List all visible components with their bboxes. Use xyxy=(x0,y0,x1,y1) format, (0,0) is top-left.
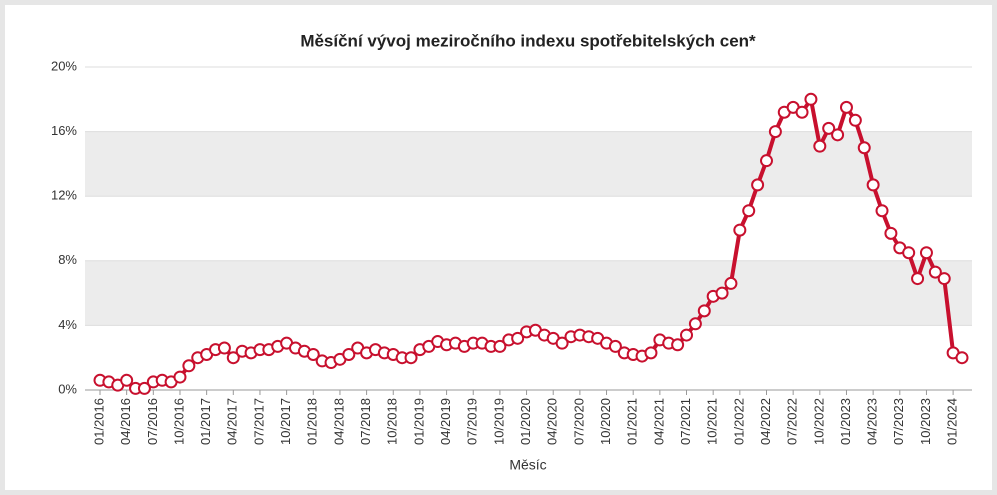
y-tick-label: 12% xyxy=(51,188,77,203)
chart-title: Měsíční vývoj meziročního indexu spotřeb… xyxy=(300,31,756,50)
point xyxy=(493,339,507,353)
point xyxy=(759,154,773,168)
x-tick-label: 07/2023 xyxy=(891,398,906,445)
grid-band xyxy=(85,260,972,326)
point xyxy=(857,141,871,155)
x-tick-label: 01/2019 xyxy=(411,398,426,445)
x-tick-label: 04/2022 xyxy=(758,398,773,445)
point xyxy=(306,347,320,361)
x-tick-label: 10/2020 xyxy=(598,398,613,445)
y-tick-label: 4% xyxy=(58,317,77,332)
point xyxy=(137,381,151,395)
point xyxy=(697,304,711,318)
x-tick-label: 10/2016 xyxy=(171,398,186,445)
x-tick-label: 01/2017 xyxy=(198,398,213,445)
x-tick-label: 04/2017 xyxy=(225,398,240,445)
x-tick-label: 10/2022 xyxy=(811,398,826,445)
point xyxy=(911,272,925,286)
x-tick-label: 07/2017 xyxy=(251,398,266,445)
point xyxy=(733,223,747,237)
x-tick-label: 04/2018 xyxy=(331,398,346,445)
y-tick-label: 8% xyxy=(58,252,77,267)
x-tick-label: 01/2020 xyxy=(518,398,533,445)
point xyxy=(928,265,942,279)
point xyxy=(822,121,836,135)
x-tick-label: 07/2022 xyxy=(785,398,800,445)
point xyxy=(902,246,916,260)
point xyxy=(724,276,738,290)
x-tick-label: 01/2023 xyxy=(838,398,853,445)
point xyxy=(795,105,809,119)
point xyxy=(751,178,765,192)
x-tick-label: 10/2023 xyxy=(918,398,933,445)
x-tick-label: 01/2021 xyxy=(625,398,640,445)
point xyxy=(173,370,187,384)
point xyxy=(120,373,134,387)
point xyxy=(688,317,702,331)
x-tick-label: 04/2019 xyxy=(438,398,453,445)
point xyxy=(671,338,685,352)
point xyxy=(839,100,853,114)
point xyxy=(555,336,569,350)
point xyxy=(919,246,933,260)
point xyxy=(937,272,951,286)
x-tick-label: 07/2020 xyxy=(571,398,586,445)
point xyxy=(608,339,622,353)
x-tick-label: 10/2019 xyxy=(491,398,506,445)
point xyxy=(848,113,862,127)
point xyxy=(680,328,694,342)
point xyxy=(715,286,729,300)
point xyxy=(813,139,827,153)
x-tick-label: 01/2022 xyxy=(731,398,746,445)
point xyxy=(404,351,418,365)
point xyxy=(217,341,231,355)
point xyxy=(831,128,845,142)
x-tick-label: 07/2018 xyxy=(358,398,373,445)
point xyxy=(742,204,756,218)
point xyxy=(884,226,898,240)
x-tick-label: 01/2024 xyxy=(945,398,960,445)
point xyxy=(226,351,240,365)
x-tick-label: 01/2018 xyxy=(305,398,320,445)
x-tick-label: 07/2019 xyxy=(465,398,480,445)
point xyxy=(342,347,356,361)
x-tick-label: 10/2018 xyxy=(385,398,400,445)
y-tick-label: 20% xyxy=(51,58,77,73)
x-tick-label: 01/2016 xyxy=(91,398,106,445)
x-tick-label: 10/2017 xyxy=(278,398,293,445)
point xyxy=(866,178,880,192)
point xyxy=(768,125,782,139)
point xyxy=(875,204,889,218)
x-tick-label: 04/2016 xyxy=(118,398,133,445)
point xyxy=(955,351,969,365)
x-tick-label: 04/2023 xyxy=(865,398,880,445)
y-tick-label: 0% xyxy=(58,381,77,396)
point xyxy=(511,331,525,345)
grid-band xyxy=(85,131,972,197)
y-tick-label: 16% xyxy=(51,123,77,138)
point xyxy=(182,359,196,373)
point xyxy=(644,346,658,360)
x-tick-label: 07/2021 xyxy=(678,398,693,445)
x-tick-label: 04/2020 xyxy=(545,398,560,445)
point xyxy=(804,92,818,106)
x-tick-label: 04/2021 xyxy=(651,398,666,445)
x-axis-label: Měsíc xyxy=(509,457,546,473)
x-tick-label: 07/2016 xyxy=(145,398,160,445)
x-tick-label: 10/2021 xyxy=(705,398,720,445)
